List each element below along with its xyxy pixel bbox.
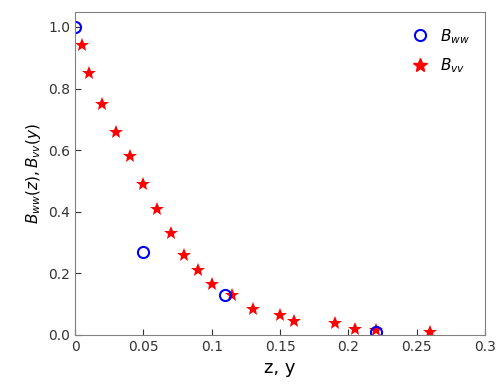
Legend: $B_{ww}$, $B_{vv}$: $B_{ww}$, $B_{vv}$ bbox=[397, 19, 477, 82]
X-axis label: z, y: z, y bbox=[264, 359, 296, 377]
Y-axis label: $B_{ww}(z), B_{vv}(y)$: $B_{ww}(z), B_{vv}(y)$ bbox=[24, 123, 42, 224]
